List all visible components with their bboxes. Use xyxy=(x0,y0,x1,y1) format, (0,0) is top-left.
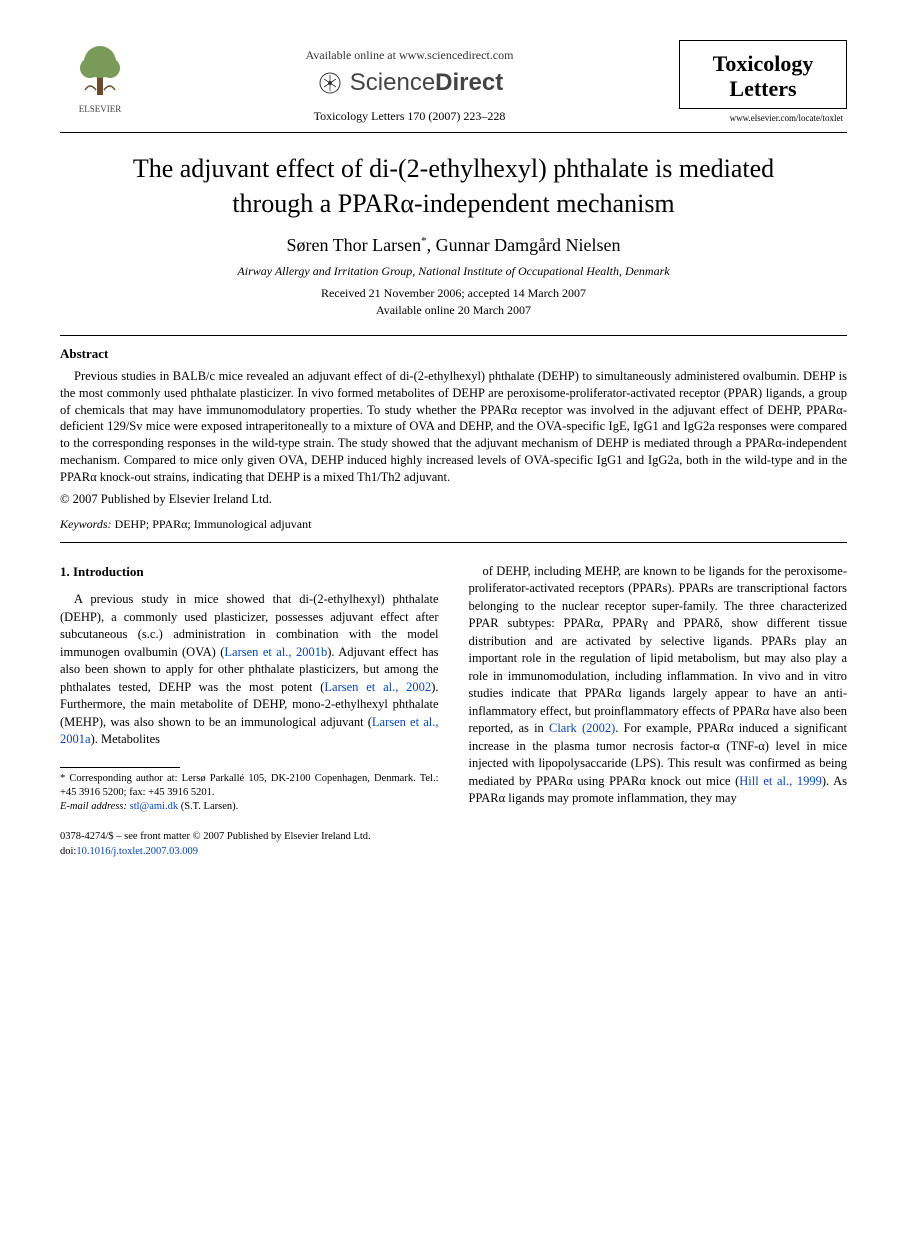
article-dates: Received 21 November 2006; accepted 14 M… xyxy=(60,285,847,319)
journal-name-2: Letters xyxy=(688,76,838,101)
intro-text-d: ). Metabolites xyxy=(91,732,160,746)
email-footnote: E-mail address: stl@ami.dk (S.T. Larsen)… xyxy=(60,800,439,814)
center-header: Available online at www.sciencedirect.co… xyxy=(140,40,679,124)
abstract-text: Previous studies in BALB/c mice revealed… xyxy=(60,368,847,486)
author-1-sup: * xyxy=(421,235,427,247)
body-columns: 1. Introduction A previous study in mice… xyxy=(60,563,847,860)
keywords-rule xyxy=(60,542,847,543)
email-person: (S.T. Larsen). xyxy=(181,801,239,812)
journal-box-wrapper: Toxicology Letters www.elsevier.com/loca… xyxy=(679,40,847,123)
email-label: E-mail address: xyxy=(60,801,127,812)
keywords-line: Keywords: DEHP; PPARα; Immunological adj… xyxy=(60,517,847,532)
abstract-copyright: © 2007 Published by Elsevier Ireland Ltd… xyxy=(60,492,847,507)
journal-box: Toxicology Letters xyxy=(679,40,847,109)
column-right: of DEHP, including MEHP, are known to be… xyxy=(469,563,848,860)
footnote-rule xyxy=(60,767,180,768)
received-line: Received 21 November 2006; accepted 14 M… xyxy=(60,285,847,302)
front-matter-line: 0378-4274/$ – see front matter © 2007 Pu… xyxy=(60,830,439,845)
elsevier-logo: ELSEVIER xyxy=(60,40,140,114)
authors-line: Søren Thor Larsen*, Gunnar Damgård Niels… xyxy=(60,235,847,256)
keywords-label: Keywords: xyxy=(60,517,112,531)
citation-line: Toxicology Letters 170 (2007) 223–228 xyxy=(140,109,679,124)
email-link[interactable]: stl@ami.dk xyxy=(130,801,178,812)
keywords-text: DEHP; PPARα; Immunological adjuvant xyxy=(115,517,312,531)
reference-link-1[interactable]: Larsen et al., 2001b xyxy=(224,645,327,659)
journal-url: www.elsevier.com/locate/toxlet xyxy=(679,113,847,123)
doi-line: doi:10.1016/j.toxlet.2007.03.009 xyxy=(60,845,439,860)
abstract-heading: Abstract xyxy=(60,346,847,362)
column-left: 1. Introduction A previous study in mice… xyxy=(60,563,439,860)
elsevier-tree-icon xyxy=(70,40,130,100)
reference-link-5[interactable]: Hill et al., 1999 xyxy=(739,774,822,788)
intro-paragraph-1: A previous study in mice showed that di-… xyxy=(60,591,439,749)
journal-name-1: Toxicology xyxy=(688,51,838,76)
article-title: The adjuvant effect of di-(2-ethylhexyl)… xyxy=(90,151,817,221)
intro-text-col2-a: of DEHP, including MEHP, are known to be… xyxy=(469,564,848,736)
reference-link-4[interactable]: Clark (2002) xyxy=(549,721,615,735)
available-line: Available online 20 March 2007 xyxy=(60,302,847,319)
header-rule xyxy=(60,132,847,133)
reference-link-2[interactable]: Larsen et al., 2002 xyxy=(324,680,431,694)
author-1: Søren Thor Larsen xyxy=(286,235,421,255)
sciencedirect-logo: ScienceDirect xyxy=(140,69,679,97)
available-online-text: Available online at www.sciencedirect.co… xyxy=(140,48,679,63)
sciencedirect-text: ScienceDirect xyxy=(350,69,503,97)
introduction-heading: 1. Introduction xyxy=(60,563,439,581)
doi-link[interactable]: 10.1016/j.toxlet.2007.03.009 xyxy=(76,846,198,857)
page-header: ELSEVIER Available online at www.science… xyxy=(60,40,847,124)
abstract-top-rule xyxy=(60,335,847,336)
sciencedirect-icon xyxy=(316,69,344,97)
affiliation: Airway Allergy and Irritation Group, Nat… xyxy=(60,264,847,279)
author-2: Gunnar Damgård Nielsen xyxy=(436,235,621,255)
corresponding-footnote: * Corresponding author at: Lersø Parkall… xyxy=(60,772,439,800)
intro-paragraph-2: of DEHP, including MEHP, are known to be… xyxy=(469,563,848,808)
elsevier-label: ELSEVIER xyxy=(60,104,140,114)
